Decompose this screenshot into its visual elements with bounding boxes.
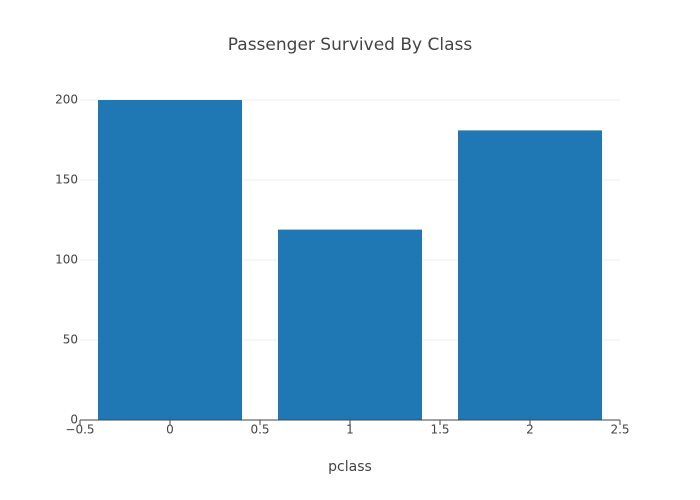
- y-tick-label: 50: [63, 333, 78, 347]
- y-tick-label: 100: [55, 253, 78, 267]
- x-tick-label: 0: [166, 423, 174, 437]
- chart-title: Passenger Survived By Class: [228, 35, 473, 55]
- bar: [278, 229, 422, 420]
- x-tick-label: 1: [346, 423, 354, 437]
- x-tick-label: 2.5: [610, 423, 629, 437]
- x-tick-label: 2: [526, 423, 534, 437]
- y-tick-label: 200: [55, 93, 78, 107]
- x-tick-label: 1.5: [430, 423, 449, 437]
- x-tick-label: 0.5: [250, 423, 269, 437]
- bar: [458, 130, 602, 420]
- y-tick-label: 150: [55, 173, 78, 187]
- bar: [98, 100, 242, 420]
- x-tick-label: −0.5: [65, 423, 94, 437]
- y-tick-label: 0: [70, 413, 78, 427]
- x-axis-title: pclass: [328, 459, 372, 475]
